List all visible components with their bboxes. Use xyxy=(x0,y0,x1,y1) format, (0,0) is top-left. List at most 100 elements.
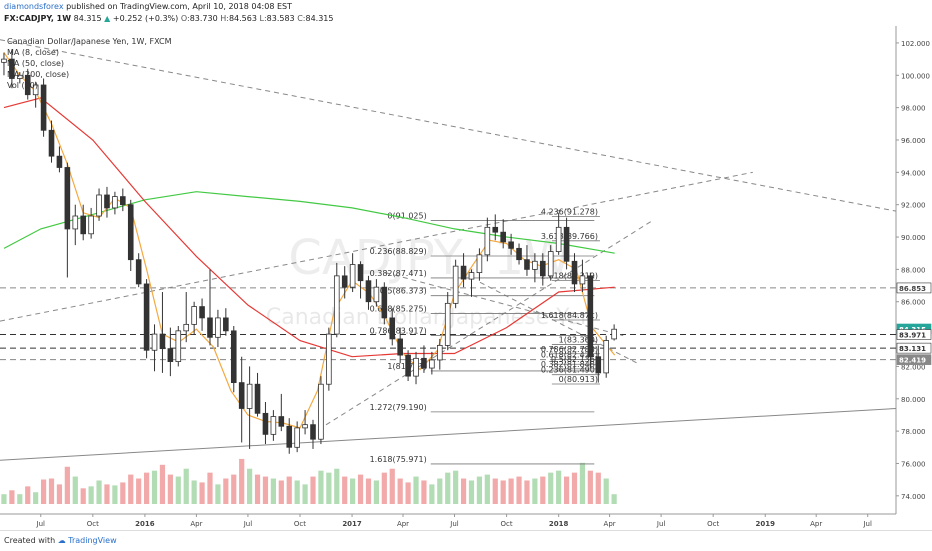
volume-bar xyxy=(516,476,522,504)
volume-bar xyxy=(453,470,459,504)
candle-body xyxy=(452,265,459,304)
publish-line: diamondsforex published on TradingView.c… xyxy=(4,2,292,11)
candle xyxy=(88,207,94,239)
candle xyxy=(96,188,102,221)
candle-body xyxy=(405,354,411,377)
candle xyxy=(17,72,23,84)
volume-bar xyxy=(381,472,387,504)
volume-bar xyxy=(421,480,427,504)
candle-body xyxy=(429,359,435,369)
candle-body xyxy=(215,317,221,338)
fib-retracement-label: 0.5(86.373) xyxy=(380,287,427,296)
x-tick-label: Oct xyxy=(294,520,306,528)
chart-header: diamondsforex published on TradingView.c… xyxy=(0,0,932,26)
volume-bar xyxy=(413,476,419,504)
candle-body xyxy=(595,356,602,374)
ohlc-line: FX:CADJPY, 1W 84.315 ▲ +0.252 (+0.3%) O:… xyxy=(4,14,333,23)
candle-body xyxy=(286,425,293,448)
candle-body xyxy=(9,58,15,79)
candle-body xyxy=(246,383,253,409)
volume-bar xyxy=(595,472,601,504)
candle xyxy=(563,217,570,270)
candle-body xyxy=(460,265,467,280)
trendline xyxy=(0,407,897,461)
candle-body xyxy=(468,272,475,280)
candle-body xyxy=(159,333,166,350)
tradingview-link[interactable]: TradingView xyxy=(68,536,117,545)
candle-body xyxy=(357,264,364,282)
candle xyxy=(603,335,610,378)
volume-bar xyxy=(96,480,102,504)
x-tick-label: Oct xyxy=(707,520,719,528)
candle-body xyxy=(579,275,586,285)
candle xyxy=(199,298,205,331)
volume-bar xyxy=(445,472,451,504)
tradingview-logo-icon: ☁ xyxy=(57,536,66,545)
candle-body xyxy=(96,194,102,217)
volume-bar xyxy=(484,474,490,504)
x-tick-label: Apr xyxy=(604,520,616,528)
watermark-name: Canadian Dollar/Japanese Yen xyxy=(266,305,594,330)
candle xyxy=(310,419,316,449)
last-price: 84.315 xyxy=(73,14,102,23)
candle xyxy=(120,188,126,212)
trendline xyxy=(0,39,897,212)
candle-body xyxy=(389,317,396,340)
volume-bar xyxy=(40,479,47,504)
indicator-ma8[interactable]: MA (8, close) xyxy=(7,48,59,57)
indicator-ma50[interactable]: MA (50, close) xyxy=(7,59,65,68)
candle-body xyxy=(421,357,427,369)
trendline xyxy=(385,272,624,337)
candle-body xyxy=(127,204,134,261)
y-tick-label: 90.000 xyxy=(901,234,926,242)
volume-bar xyxy=(247,468,253,504)
open-key: O: xyxy=(180,14,190,23)
volume-bar xyxy=(239,458,245,504)
candle-body xyxy=(365,280,372,303)
candle-body xyxy=(17,74,23,79)
indicator-ma200[interactable]: MA (200, close) xyxy=(7,70,70,79)
candle-body xyxy=(310,424,316,440)
candle-body xyxy=(207,317,213,338)
x-tick-label: Apr xyxy=(397,520,409,528)
volume-bar xyxy=(270,478,276,504)
candle xyxy=(294,421,300,453)
volume-bar xyxy=(563,476,570,504)
candle-body xyxy=(547,251,554,277)
candle xyxy=(532,253,538,283)
volume-bar xyxy=(326,472,332,504)
published-text: published on TradingView.com, April 10, … xyxy=(66,2,292,11)
candle-body xyxy=(223,317,229,332)
volume-bar xyxy=(500,480,506,504)
volume-bar xyxy=(136,478,142,504)
candle-body xyxy=(492,226,499,233)
volume-bar xyxy=(48,478,55,504)
footer: Created with ☁ TradingView xyxy=(0,530,932,551)
candle xyxy=(508,233,514,255)
volume-bar xyxy=(603,478,609,504)
candle-body xyxy=(318,383,324,440)
x-tick-label: Apr xyxy=(810,520,822,528)
candle-body xyxy=(80,215,87,235)
volume-bar xyxy=(437,478,443,504)
candle-body xyxy=(516,247,522,261)
volume-bar xyxy=(524,480,530,504)
indicator-volume[interactable]: Vol (20) xyxy=(7,81,38,90)
volume-bar xyxy=(9,490,15,504)
candle xyxy=(357,261,364,299)
candle-body xyxy=(135,259,142,285)
candle xyxy=(555,212,562,255)
volume-bar xyxy=(556,470,562,504)
candle-body xyxy=(183,323,190,332)
candle-body xyxy=(262,412,269,435)
volume-bar xyxy=(508,478,514,504)
up-arrow-icon: ▲ xyxy=(104,14,111,23)
candle-body xyxy=(508,241,514,249)
x-tick-label: Apr xyxy=(190,520,202,528)
candle xyxy=(381,282,388,325)
candle-body xyxy=(524,259,530,270)
publisher-name[interactable]: diamondsforex xyxy=(4,2,64,11)
close-key: C: xyxy=(297,14,306,23)
candle xyxy=(191,301,197,335)
